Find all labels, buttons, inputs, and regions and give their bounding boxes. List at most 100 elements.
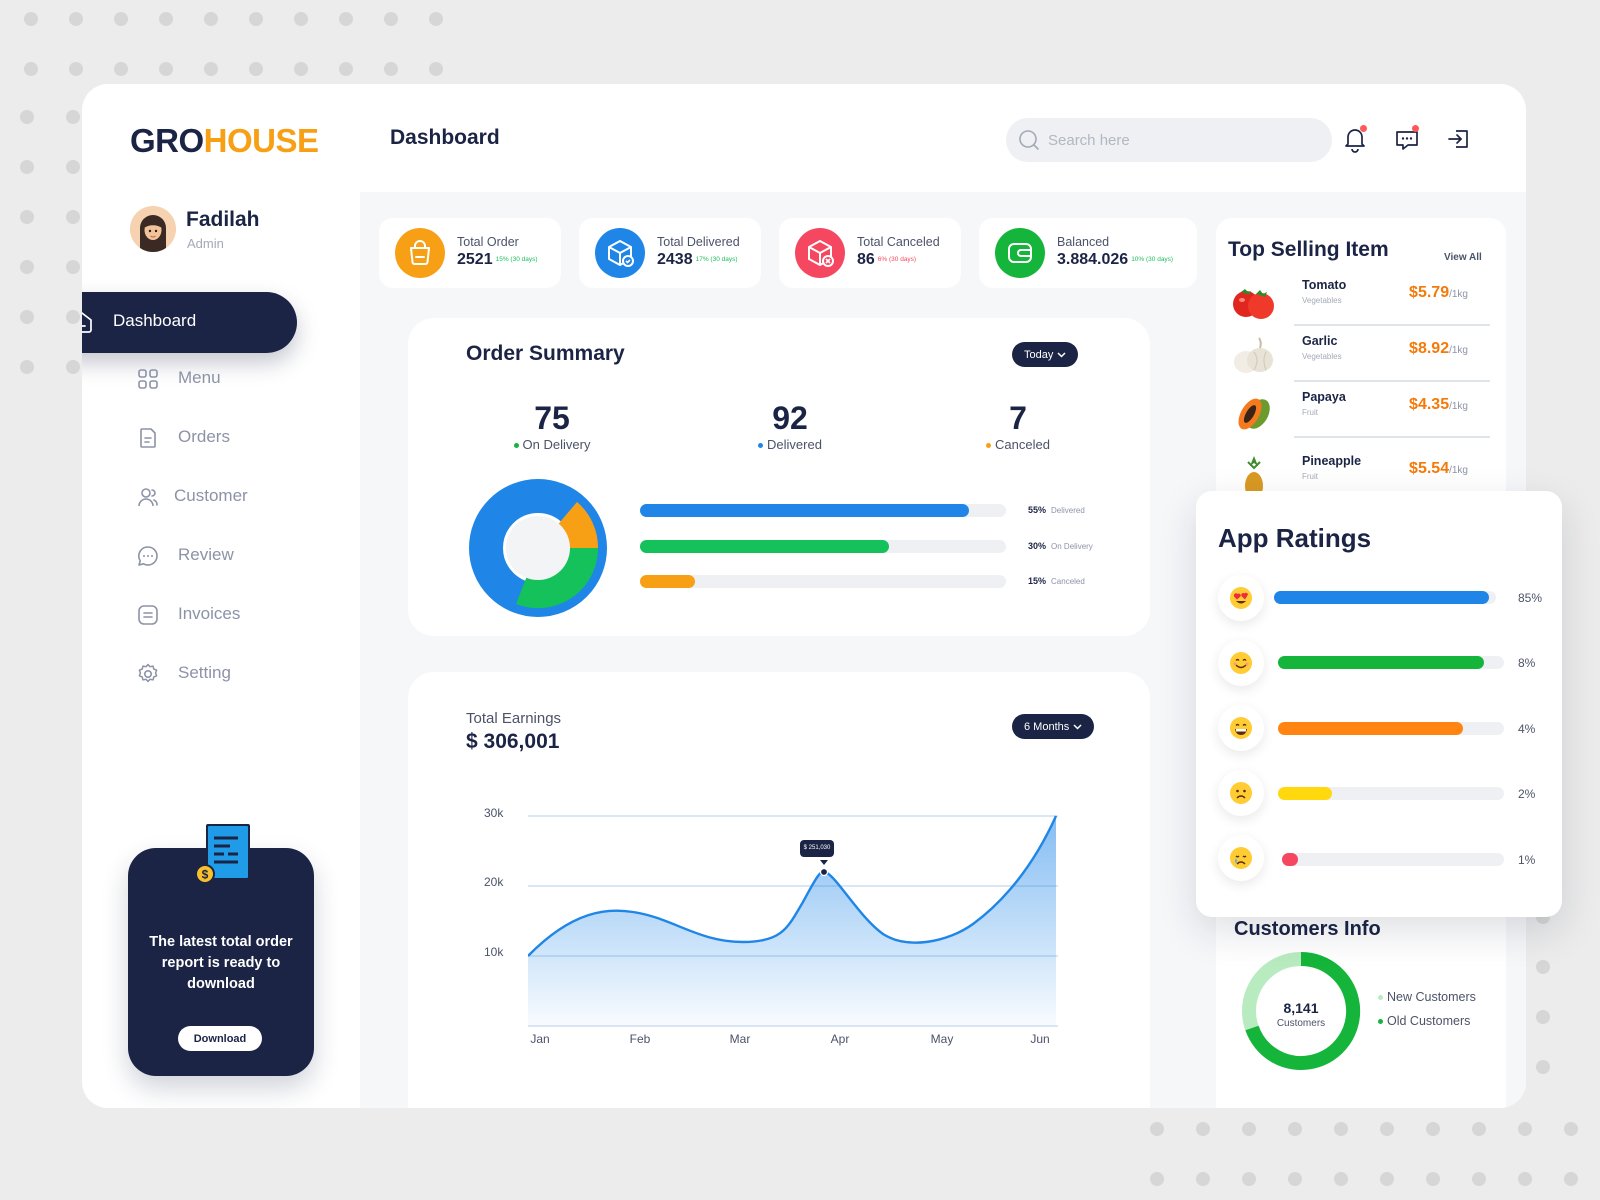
background-dot — [1334, 1172, 1348, 1186]
sidebar-item-dashboard[interactable]: Dashboard — [82, 292, 297, 353]
sidebar-item-setting[interactable]: Setting — [136, 659, 336, 689]
rating-bar-4 — [1278, 722, 1504, 735]
background-dot — [20, 260, 34, 274]
price-unit: /1kg — [1449, 465, 1468, 476]
home-icon — [82, 312, 92, 333]
sidebar-item-review[interactable]: Review — [136, 541, 336, 571]
chat-icon[interactable] — [1392, 124, 1422, 154]
brand-logo[interactable]: GROHOUSE — [130, 122, 319, 160]
search-input[interactable] — [1048, 128, 1308, 152]
delivered-progress-fill — [640, 504, 970, 517]
stat-label: Balanced — [1057, 235, 1110, 249]
stat-card-total-delivered[interactable]: Total Delivered 2438 17% (30 days) — [579, 218, 761, 288]
x-tick-label: May — [930, 1032, 954, 1046]
total-value: 7 — [1009, 400, 1027, 436]
legend-dot — [513, 443, 519, 449]
canceled-total: 7 Canceled — [958, 400, 1078, 452]
avatar[interactable] — [130, 206, 176, 252]
document-icon — [140, 428, 156, 448]
bag-icon — [395, 228, 445, 278]
background-dot — [66, 310, 80, 324]
price-unit: /1kg — [1449, 401, 1468, 412]
canceled-progress-fill — [640, 575, 695, 588]
view-all-link[interactable]: View All — [1444, 252, 1482, 263]
on-delivery-total: 75 On Delivery — [492, 400, 612, 452]
stat-change: 6% (30 days) — [877, 256, 917, 264]
background-dot — [384, 12, 398, 26]
total-value: 75 — [534, 400, 570, 436]
x-tick-label: Jun — [1030, 1032, 1050, 1046]
divider — [1294, 436, 1490, 438]
chat-bubble-icon — [138, 546, 158, 566]
stat-change: 10% (30 days) — [1131, 256, 1174, 264]
price-value: $8.92 — [1409, 340, 1450, 357]
background-dot — [429, 62, 443, 76]
profile-name: Fadilah — [186, 208, 260, 231]
bar-label-text: Delivered — [1051, 506, 1085, 515]
bar-pct: 55% — [1028, 505, 1047, 515]
report-download-text: The latest total order report is ready t… — [149, 934, 293, 992]
sidebar-item-orders[interactable]: Orders — [136, 423, 336, 453]
on-delivery-bar-label: 30% On Delivery — [1028, 541, 1093, 551]
price-unit: /1kg — [1449, 289, 1468, 300]
bell-icon[interactable] — [1340, 124, 1370, 154]
stat-label: Total Order — [457, 235, 519, 249]
earnings-highlight-point[interactable] — [819, 867, 829, 877]
price-unit: /1kg — [1449, 345, 1468, 356]
legend-new-customers: New Customers — [1378, 990, 1476, 1004]
svg-text:$: $ — [202, 868, 209, 882]
item-price: $4.35/1kg — [1409, 396, 1468, 414]
background-dot — [294, 62, 308, 76]
cry-icon — [1218, 835, 1264, 881]
garlic-icon — [1234, 337, 1273, 373]
sidebar-item-customer[interactable]: Customer — [136, 482, 336, 512]
bar-pct: 30% — [1028, 541, 1047, 551]
item-price: $5.54/1kg — [1409, 460, 1468, 478]
sidebar-item-invoices[interactable]: Invoices — [136, 600, 336, 630]
delivered-total: 92 Delivered — [730, 400, 850, 452]
top-item-papaya[interactable]: Papaya Fruit $4.35/1kg — [1228, 386, 1490, 438]
item-name: Tomato — [1302, 278, 1347, 292]
earnings-period-dropdown[interactable]: 6 Months — [1012, 714, 1095, 739]
background-dot — [20, 110, 34, 124]
rating-fill — [1278, 656, 1484, 669]
background-dot — [1426, 1172, 1440, 1186]
delivered-bar-label: 55% Delivered — [1028, 505, 1085, 515]
x-tick-label: Jan — [530, 1032, 550, 1046]
stat-value-number: 3.884.026 — [1057, 251, 1129, 268]
sidebar-item-label: Setting — [178, 663, 231, 682]
background-dot — [1242, 1172, 1256, 1186]
total-label-text: Delivered — [767, 437, 822, 452]
legend-dot — [1378, 995, 1383, 1001]
customers-donut-chart — [1242, 951, 1361, 1070]
download-button[interactable]: Download — [178, 1026, 262, 1051]
search-bar[interactable] — [1006, 118, 1332, 162]
top-item-tomato[interactable]: Tomato Vegetables $5.79/1kg — [1228, 274, 1490, 326]
rating-pct: 1% — [1518, 853, 1536, 867]
sidebar-item-menu[interactable]: Menu — [136, 364, 336, 394]
filter-label: 6 Months — [1024, 720, 1070, 733]
order-summary-filter-dropdown[interactable]: Today — [1012, 342, 1079, 367]
stat-card-total-order[interactable]: Total Order 2521 15% (30 days) — [379, 218, 561, 288]
stat-card-balanced[interactable]: Balanced 3.884.026 10% (30 days) — [979, 218, 1197, 288]
price-value: $5.54 — [1409, 460, 1450, 477]
logout-icon[interactable] — [1444, 124, 1474, 154]
box-cancel-icon — [795, 228, 845, 278]
background-dot — [339, 12, 353, 26]
top-item-garlic[interactable]: Garlic Vegetables $8.92/1kg — [1228, 330, 1490, 382]
sidebar-item-label: Review — [178, 545, 234, 564]
background-dot — [1518, 1172, 1532, 1186]
background-dot — [69, 62, 83, 76]
notification-dot — [1412, 125, 1419, 132]
stat-card-total-canceled[interactable]: Total Canceled 86 6% (30 days) — [779, 218, 961, 288]
rating-pct: 4% — [1518, 722, 1536, 736]
total-label: Delivered — [730, 437, 850, 452]
legend-dot — [1378, 1019, 1383, 1025]
heart-eyes-icon — [1218, 575, 1264, 621]
bar-pct: 15% — [1028, 576, 1047, 586]
brand-logo-part2: HOUSE — [203, 122, 319, 159]
canceled-bar-label: 15% Canceled — [1028, 576, 1085, 586]
page-title: Dashboard — [390, 126, 500, 149]
brand-logo-part1: GRO — [130, 122, 204, 159]
earnings-area-chart — [528, 815, 1058, 1027]
